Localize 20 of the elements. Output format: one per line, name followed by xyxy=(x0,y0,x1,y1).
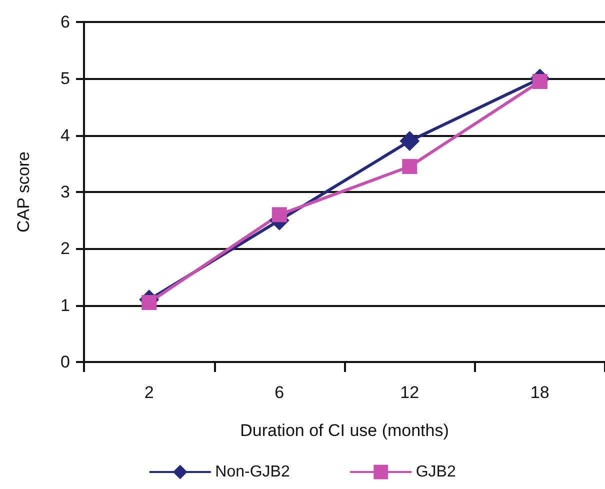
legend-label: GJB2 xyxy=(416,464,456,480)
point xyxy=(402,159,418,174)
y-tick-label: 4 xyxy=(60,126,70,145)
y-tick-label: 5 xyxy=(60,69,70,88)
point xyxy=(400,131,420,151)
y-tick-label: 1 xyxy=(60,296,70,315)
x-tick-label: 18 xyxy=(530,383,550,402)
legend-label: Non-GJB2 xyxy=(215,464,290,480)
y-axis-title: CAP score xyxy=(14,152,33,232)
y-tick-label: 6 xyxy=(60,12,70,32)
x-axis-title: Duration of CI use (months) xyxy=(240,421,449,440)
point xyxy=(532,74,548,89)
point xyxy=(142,295,157,310)
y-tick-label: 0 xyxy=(60,352,70,372)
y-tick-label: 3 xyxy=(60,182,70,202)
x-tick-label: 12 xyxy=(400,383,420,402)
x-tick-label: 2 xyxy=(144,383,154,402)
x-tick-label: 6 xyxy=(274,383,284,402)
y-tick-label: 2 xyxy=(60,239,70,258)
point xyxy=(272,207,287,222)
